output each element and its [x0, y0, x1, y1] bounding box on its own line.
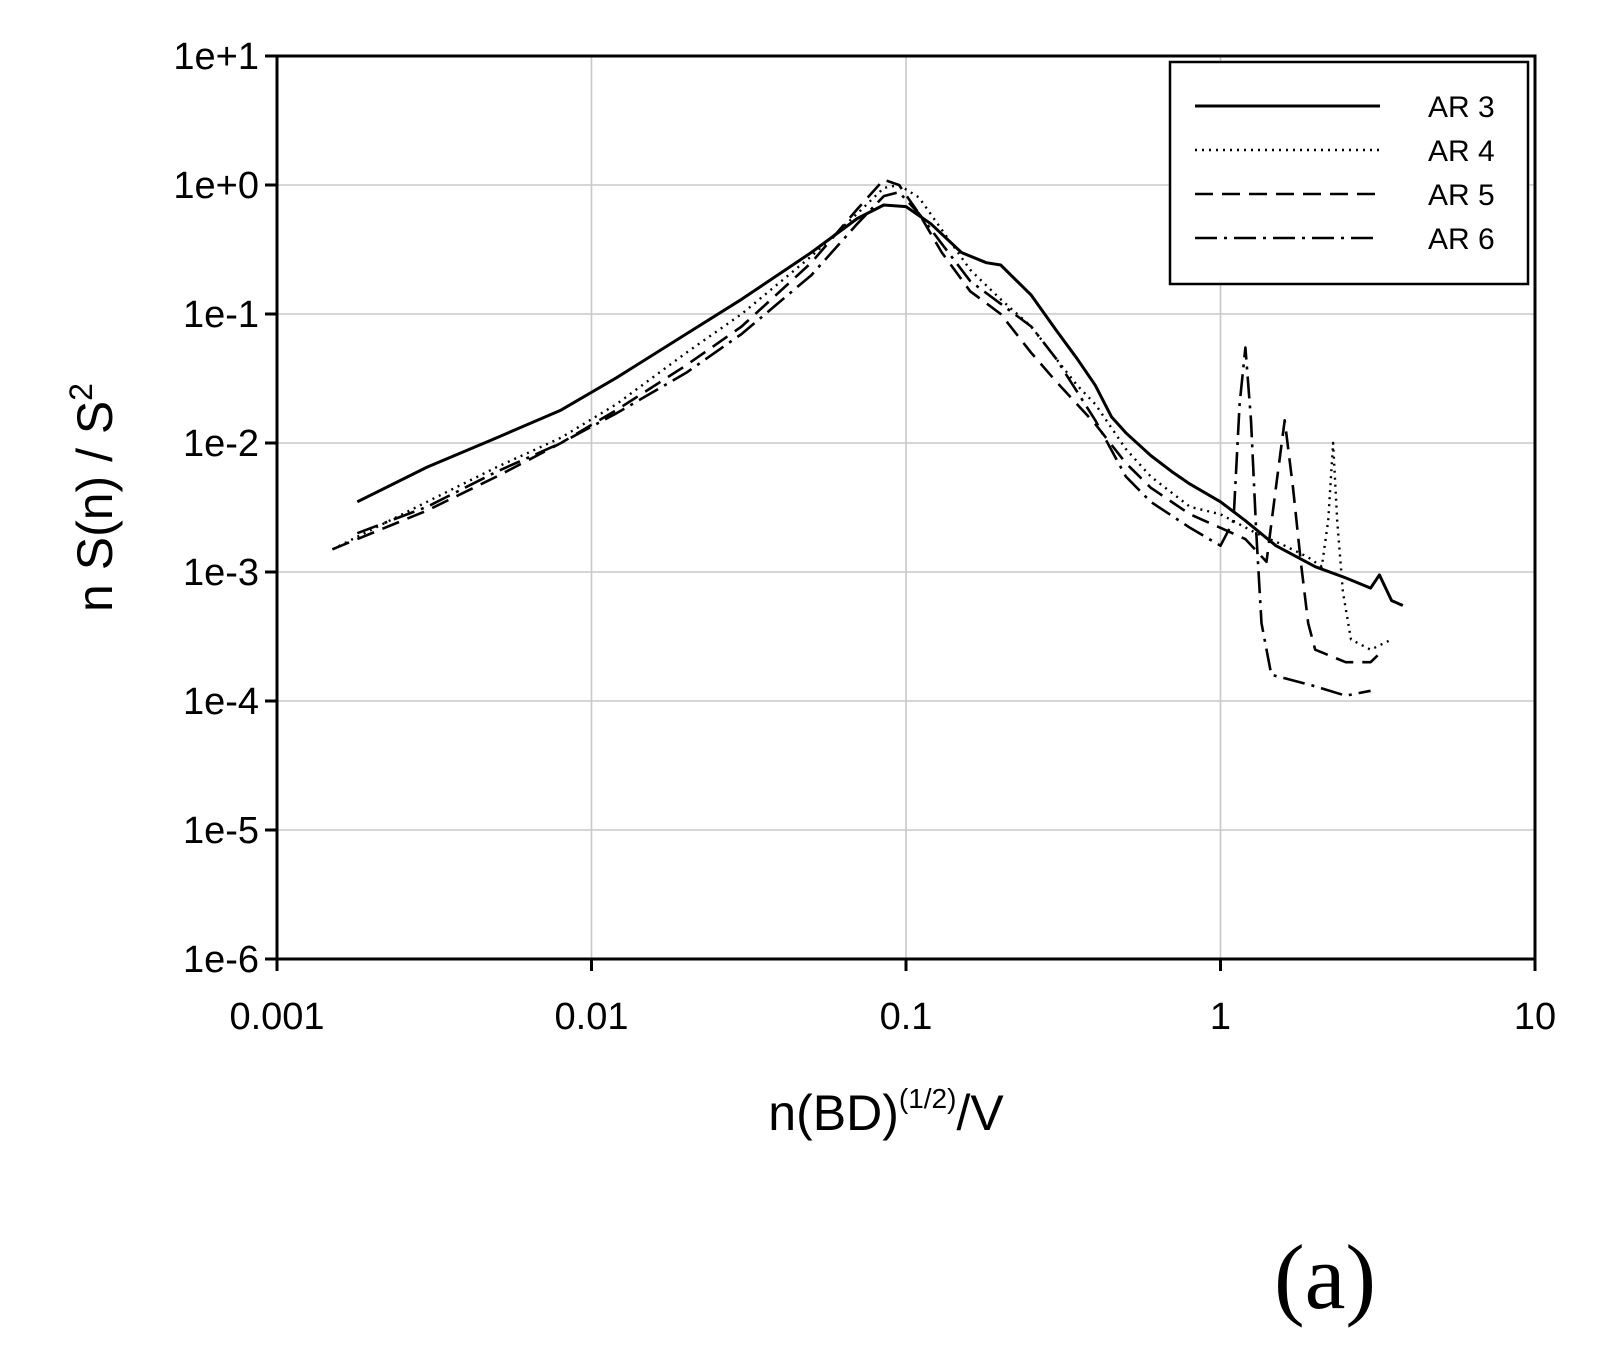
series-line-1 — [356, 203, 1404, 607]
x-tick-label: 1 — [1210, 996, 1231, 1038]
x-tick-label: 0.01 — [555, 996, 629, 1038]
series-line-3 — [331, 178, 1385, 664]
y-tick-label: 1e-2 — [183, 423, 259, 465]
y-axis-title-main: n S(n) / S — [67, 401, 123, 612]
y-tick-label: 1e-3 — [183, 552, 259, 594]
x-tick-label: 10 — [1514, 996, 1556, 1038]
x-axis-title: n(BD)(1/2)/V — [768, 1083, 1004, 1141]
y-axis-title-superscript: 2 — [63, 383, 99, 401]
x-tick-label: 0.001 — [229, 996, 324, 1038]
y-tick-label: 1e-6 — [183, 939, 259, 981]
y-tick-label: 1e+0 — [173, 165, 259, 207]
y-tick-label: 1e-5 — [183, 810, 259, 852]
x-axis-title-suffix: /V — [956, 1085, 1004, 1141]
x-axis-title-main: n(BD) — [768, 1085, 899, 1141]
legend-label-2: AR 4 — [1428, 135, 1495, 168]
legend-label-3: AR 5 — [1428, 179, 1495, 212]
legend-label-4: AR 6 — [1428, 223, 1495, 256]
panel-label: (a) — [1274, 1226, 1376, 1328]
y-axis-title: n S(n) / S2 — [63, 383, 123, 612]
series-line-4 — [356, 190, 1371, 697]
x-axis-title-superscript: (1/2) — [899, 1083, 957, 1114]
legend-box — [1168, 60, 1530, 286]
axis-ticks: 0.001 0.01 0.1 1 10 1e+1 1e+0 1e-1 1e-2 1e-3 1e-4 1… — [173, 36, 1556, 1038]
y-tick-label: 1e+1 — [173, 36, 259, 78]
series-line-2 — [331, 183, 1393, 651]
x-tick-label: 0.1 — [880, 996, 933, 1038]
legend: AR 3 AR 4 AR 5 AR 6 — [1168, 60, 1530, 286]
y-tick-label: 1e-4 — [183, 681, 259, 723]
y-tick-label: 1e-1 — [183, 294, 259, 336]
series-lines — [331, 178, 1404, 697]
legend-label-1: AR 3 — [1428, 91, 1495, 124]
